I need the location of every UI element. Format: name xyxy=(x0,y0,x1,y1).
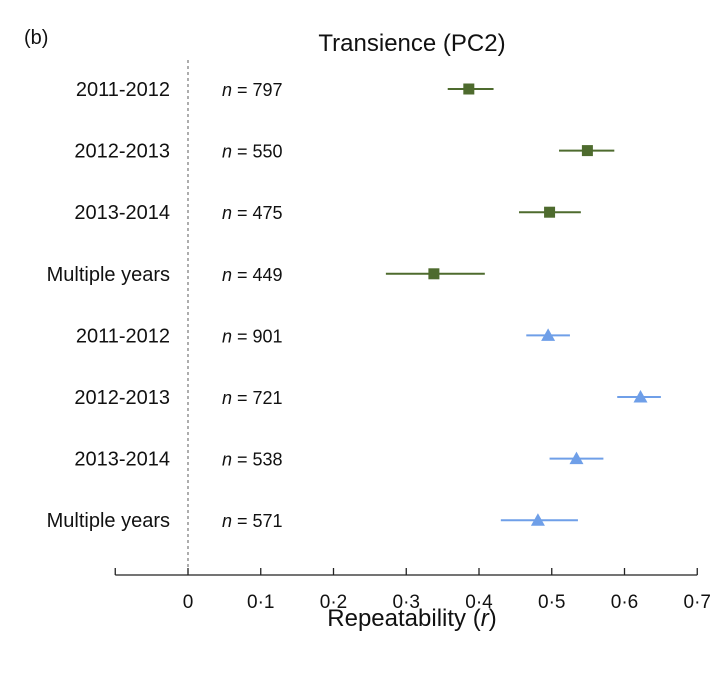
n-value: = 797 xyxy=(232,80,283,100)
n-symbol: n xyxy=(222,203,232,223)
x-axis-label-main: Repeatability ( xyxy=(327,605,480,632)
row-label: 2012-2013 xyxy=(74,141,170,163)
point-estimate-square xyxy=(463,83,475,95)
point-estimate-triangle xyxy=(541,328,556,341)
x-tick-label: 0·1 xyxy=(247,592,274,613)
n-value: = 550 xyxy=(232,142,283,162)
n-value: = 475 xyxy=(232,203,283,223)
n-symbol: n xyxy=(222,142,232,162)
point-estimate-square xyxy=(428,268,440,280)
sample-size-label: n = 538 xyxy=(222,450,283,470)
sample-size-label: n = 449 xyxy=(222,265,283,285)
sample-size-label: n = 797 xyxy=(222,80,283,100)
n-value: = 571 xyxy=(232,511,283,531)
x-tick-label: 0·5 xyxy=(538,592,565,613)
x-axis-label: Repeatability (r) xyxy=(327,605,496,632)
point-estimate-triangle xyxy=(569,451,584,465)
x-tick-label: 0·4 xyxy=(465,592,493,613)
x-tick-label: 0·6 xyxy=(611,592,638,613)
n-symbol: n xyxy=(222,450,232,470)
chart-title: Transience (PC2) xyxy=(318,30,505,57)
rows-layer: 2011-2012 n = 797 2012-2013 n = 550 2013-201… xyxy=(47,79,661,532)
x-tick-label: 0·2 xyxy=(320,592,347,613)
panel-label: (b) xyxy=(24,27,48,49)
x-tick-label: 0 xyxy=(183,592,194,613)
point-estimate-triangle xyxy=(633,390,648,403)
n-symbol: n xyxy=(222,511,232,531)
n-symbol: n xyxy=(222,326,232,346)
row-label: Multiple years xyxy=(47,510,170,532)
row-label: 2011-2012 xyxy=(76,325,170,347)
n-value: = 449 xyxy=(232,265,283,285)
sample-size-label: n = 901 xyxy=(222,326,283,346)
x-axis: 0 0·1 0·2 0·3 0·4 0·5 0·6 0·7 xyxy=(114,60,711,613)
sample-size-label: n = 550 xyxy=(222,142,283,162)
n-value: = 901 xyxy=(232,326,283,346)
row-label: 2012-2013 xyxy=(74,387,170,409)
point-estimate-square xyxy=(581,145,593,157)
n-value: = 538 xyxy=(232,450,283,470)
x-axis-label-symbol: r xyxy=(481,605,490,632)
x-tick-label: 0·7 xyxy=(684,592,711,613)
n-value: = 721 xyxy=(232,388,283,408)
point-estimate-triangle xyxy=(530,513,545,526)
n-symbol: n xyxy=(222,80,232,100)
point-estimate-square xyxy=(544,206,556,218)
row-label: Multiple years xyxy=(47,264,170,286)
sample-size-label: n = 571 xyxy=(222,511,283,531)
n-symbol: n xyxy=(222,265,232,285)
n-symbol: n xyxy=(222,388,232,408)
x-tick-label: 0·3 xyxy=(393,592,420,613)
x-axis-label-tail: ) xyxy=(489,605,497,632)
row-label: 2011-2012 xyxy=(76,79,170,101)
sample-size-label: n = 475 xyxy=(222,203,283,223)
sample-size-label: n = 721 xyxy=(222,388,283,408)
row-label: 2013-2014 xyxy=(74,449,170,471)
row-label: 2013-2014 xyxy=(74,202,170,224)
